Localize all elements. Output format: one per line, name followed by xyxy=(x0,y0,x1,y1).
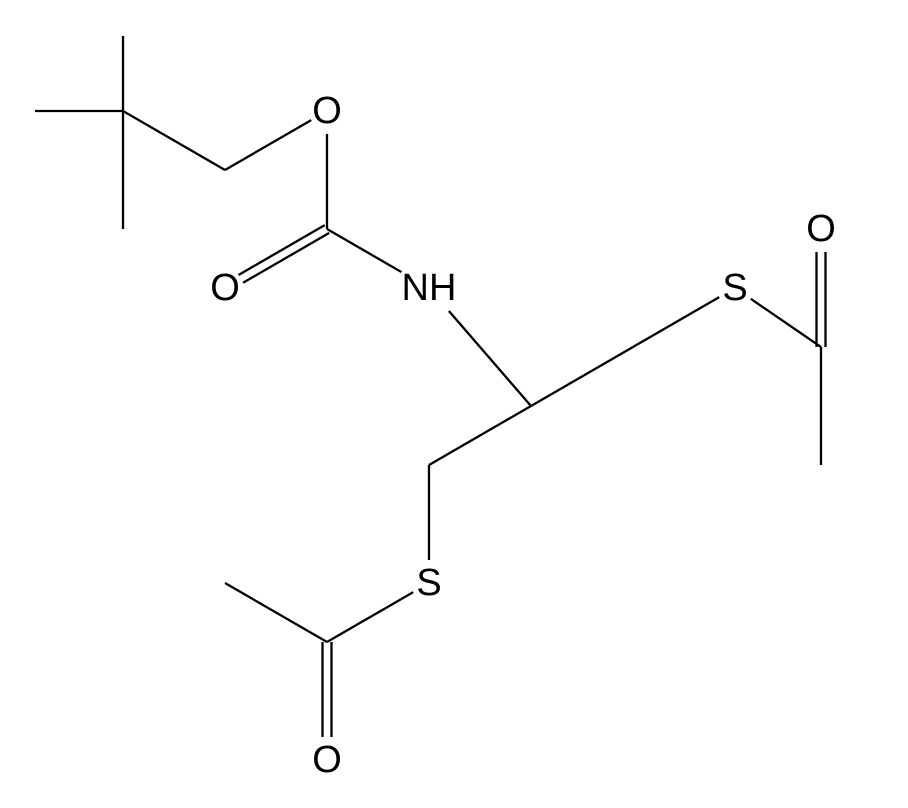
molecule-svg: O O NH S O S O xyxy=(0,0,908,808)
atom-label-O1: O xyxy=(312,90,342,132)
atom-label-O3: O xyxy=(806,208,836,250)
chemical-structure-diagram: O O NH S O S O xyxy=(0,0,908,808)
atom-label-S1: S xyxy=(722,267,747,309)
atom-label-O2: O xyxy=(210,267,240,309)
atom-label-O4: O xyxy=(312,739,342,781)
atom-label-N1: NH xyxy=(402,267,457,309)
atom-label-S2: S xyxy=(416,562,441,604)
canvas-background xyxy=(0,0,908,808)
